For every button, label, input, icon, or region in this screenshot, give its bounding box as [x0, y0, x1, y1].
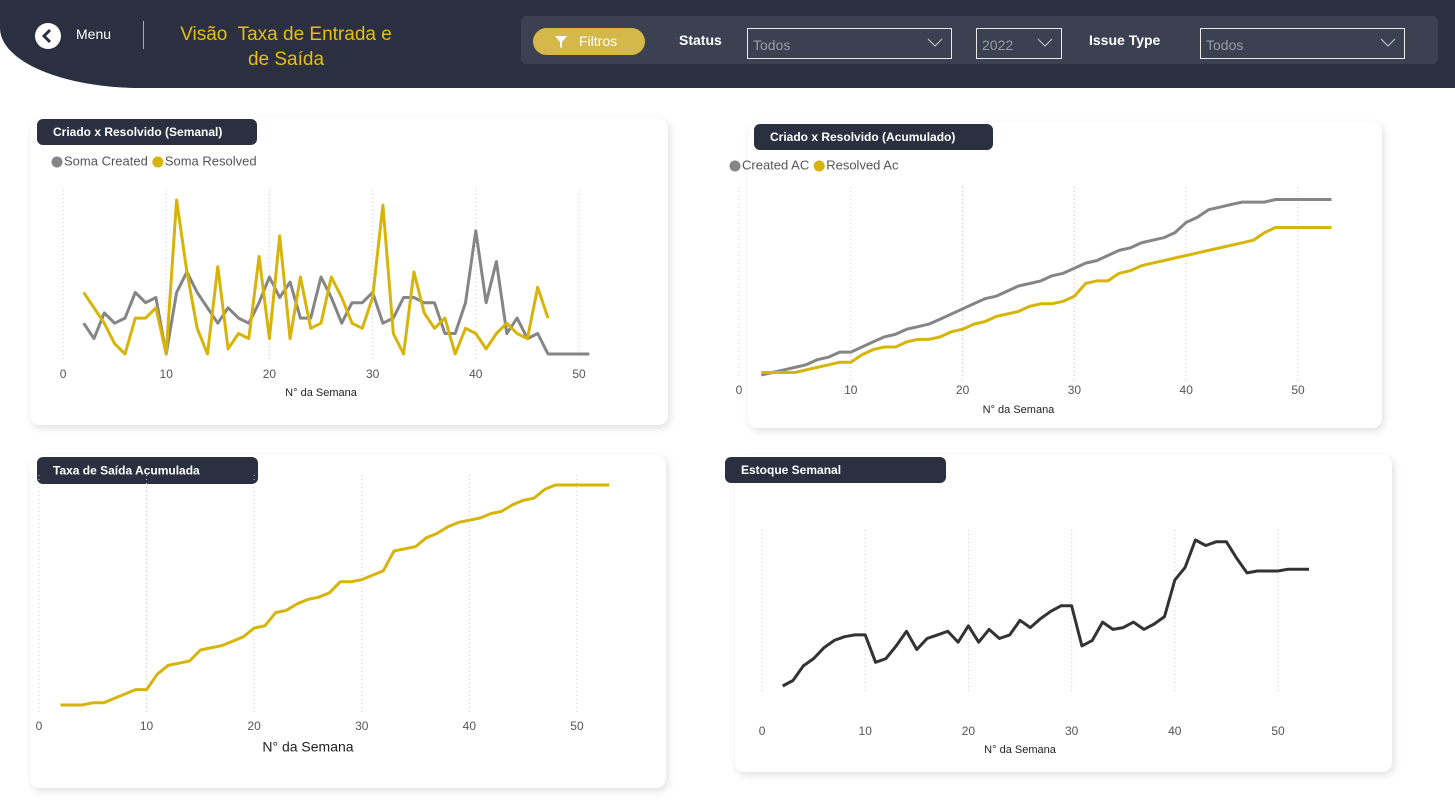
year-value: 2022 — [982, 37, 1014, 53]
x-tick-label: 0 — [736, 383, 743, 397]
issue-type-value: Todos — [1206, 37, 1244, 53]
legend-label: Soma Created — [64, 153, 148, 168]
x-tick-label: 40 — [1180, 383, 1194, 397]
x-tick-label: 20 — [247, 719, 261, 733]
legend-marker — [813, 160, 825, 172]
card-tag — [37, 119, 257, 145]
line-series — [82, 198, 550, 356]
x-tick-label: 50 — [570, 719, 584, 733]
x-tick-label: 0 — [60, 367, 67, 381]
chart-title: Taxa de Saída Acumulada — [53, 464, 200, 478]
x-tick-label: 20 — [263, 367, 277, 381]
x-tick-label: 40 — [1168, 724, 1182, 738]
x-axis-label: N° da Semana — [983, 404, 1056, 416]
x-tick-label: 30 — [1065, 724, 1079, 738]
filter-button-label: Filtros — [579, 33, 618, 49]
legend-label: Resolved Ac — [826, 157, 899, 172]
page-title: Visão Taxa de Entrada e de Saída — [180, 24, 398, 70]
header: Menu Visão Taxa de Entrada e de Saída Fi… — [0, 0, 1455, 88]
line-series — [781, 538, 1309, 688]
card — [748, 122, 1382, 428]
x-tick-label: 20 — [962, 724, 976, 738]
x-tick-label: 50 — [1271, 724, 1285, 738]
x-axis-label: N° da Semana — [984, 744, 1057, 756]
x-tick-label: 10 — [160, 367, 174, 381]
x-tick-label: 20 — [956, 383, 970, 397]
x-tick-label: 40 — [469, 367, 483, 381]
issue-type-dropdown[interactable]: Todos — [1200, 28, 1405, 59]
x-tick-label: 30 — [1068, 383, 1082, 397]
status-value: Todos — [753, 37, 791, 53]
x-tick-label: 0 — [36, 719, 43, 733]
x-tick-label: 50 — [1291, 383, 1305, 397]
legend-label: Soma Resolved — [165, 153, 257, 168]
x-axis-label: N° da Semana — [262, 739, 353, 755]
legend-marker — [729, 160, 741, 172]
card-tag — [754, 124, 993, 150]
year-dropdown[interactable]: 2022 — [976, 28, 1062, 59]
x-tick-label: 10 — [859, 724, 873, 738]
line-series — [60, 483, 610, 707]
line-series — [761, 226, 1332, 374]
chart-title: Estoque Semanal — [741, 463, 841, 477]
chart-title: Criado x Resolvido (Semanal) — [53, 125, 222, 139]
line-series — [760, 198, 1332, 377]
menu-label[interactable]: Menu — [76, 26, 112, 42]
x-tick-label: 10 — [844, 383, 858, 397]
chart-title: Criado x Resolvido (Acumulado) — [770, 130, 955, 144]
x-tick-label: 0 — [759, 724, 766, 738]
x-tick-label: 30 — [355, 719, 369, 733]
legend-marker — [152, 156, 164, 168]
filter-button[interactable]: Filtros — [533, 28, 645, 55]
card-tag — [725, 457, 946, 483]
x-tick-label: 30 — [366, 367, 380, 381]
legend-label: Created AC — [742, 157, 809, 172]
legend-marker — [51, 156, 63, 168]
card — [735, 455, 1392, 772]
back-button[interactable] — [35, 23, 61, 49]
card-tag — [37, 457, 258, 484]
x-tick-label: 50 — [572, 367, 586, 381]
divider — [143, 21, 144, 49]
issue-type-label: Issue Type — [1089, 32, 1161, 48]
status-label: Status — [679, 32, 722, 48]
x-tick-label: 10 — [140, 719, 154, 733]
x-axis-label: N° da Semana — [285, 387, 358, 399]
x-tick-label: 40 — [463, 719, 477, 733]
filter-bar — [521, 16, 1438, 64]
card — [30, 455, 666, 788]
status-dropdown[interactable]: Todos — [747, 28, 952, 59]
card — [30, 118, 668, 425]
